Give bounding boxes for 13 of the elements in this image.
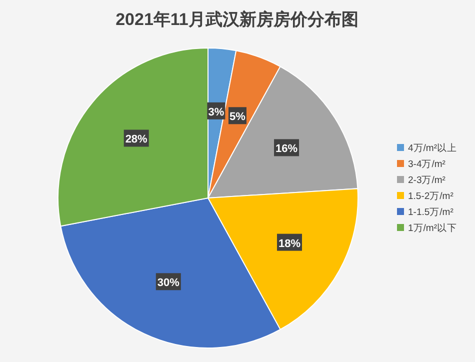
legend-label: 1-1.5万/m² xyxy=(408,207,454,218)
legend-label: 3-4万/m² xyxy=(408,159,446,170)
data-label: 16% xyxy=(276,143,298,156)
legend-label: 2-3万/m² xyxy=(408,175,446,186)
legend-label: 1.5-2万/m² xyxy=(408,191,454,202)
data-label: 18% xyxy=(278,238,301,250)
data-label: 30% xyxy=(157,277,180,290)
data-label: 5% xyxy=(230,111,246,124)
data-label: 28% xyxy=(125,134,148,146)
chart-title: 2021年11月武汉新房房价分布图 xyxy=(116,10,358,29)
legend-label: 1万/m²以下 xyxy=(408,222,457,234)
legend-label: 4万/m²以上 xyxy=(408,142,457,154)
data-label: 3% xyxy=(208,106,224,118)
